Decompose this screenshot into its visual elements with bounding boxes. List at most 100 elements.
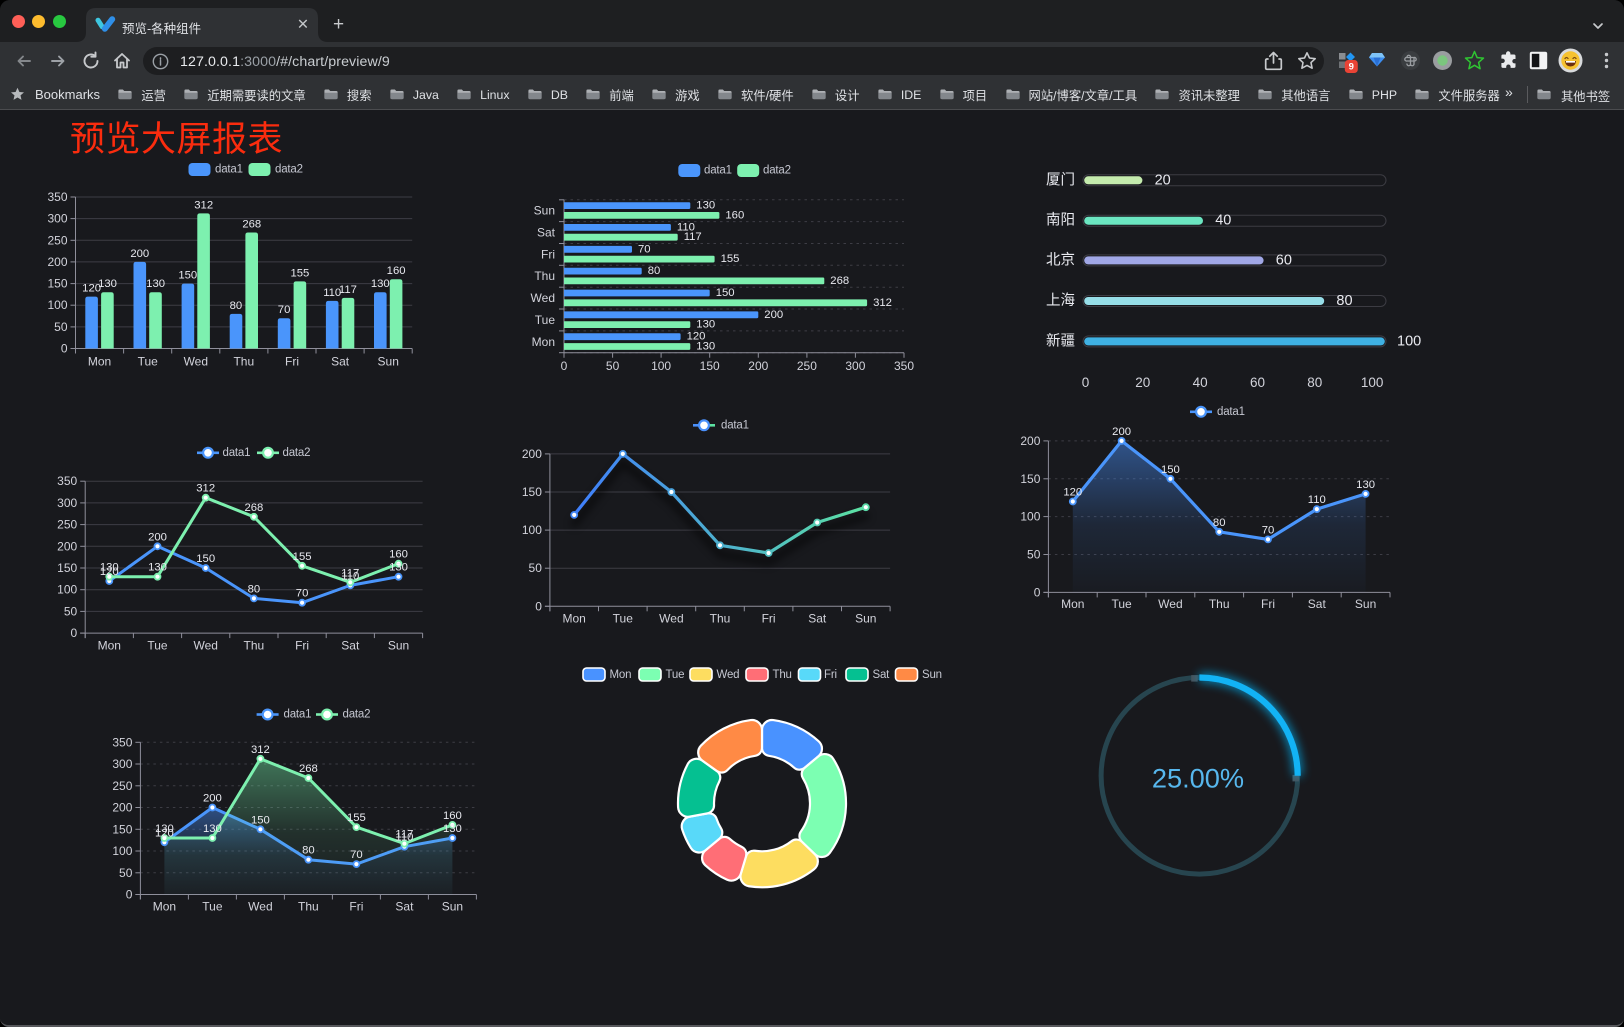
svg-text:250: 250 xyxy=(797,359,817,373)
svg-text:Sat: Sat xyxy=(537,226,556,240)
svg-text:50: 50 xyxy=(64,604,78,618)
svg-text:data2: data2 xyxy=(275,164,303,176)
svg-text:130: 130 xyxy=(696,319,715,331)
svg-text:Wed: Wed xyxy=(659,611,683,625)
svg-text:Thu: Thu xyxy=(773,669,792,681)
svg-text:60: 60 xyxy=(1250,375,1265,390)
svg-text:200: 200 xyxy=(764,309,783,321)
svg-text:data1: data1 xyxy=(223,447,251,459)
svg-text:80: 80 xyxy=(1213,517,1226,529)
svg-text:312: 312 xyxy=(196,483,215,495)
svg-text:北京: 北京 xyxy=(1046,251,1075,268)
svg-text:0: 0 xyxy=(535,599,542,613)
svg-text:200: 200 xyxy=(47,255,67,269)
svg-text:Tue: Tue xyxy=(535,313,556,327)
svg-text:Mon: Mon xyxy=(88,355,111,369)
svg-text:Thu: Thu xyxy=(233,355,254,369)
svg-text:40: 40 xyxy=(1193,375,1208,390)
svg-text:300: 300 xyxy=(57,496,77,510)
svg-text:130: 130 xyxy=(1356,479,1375,491)
svg-text:130: 130 xyxy=(371,278,390,290)
svg-text:70: 70 xyxy=(296,588,309,600)
svg-text:50: 50 xyxy=(1027,548,1041,562)
svg-text:150: 150 xyxy=(1161,464,1180,476)
svg-text:120: 120 xyxy=(100,566,119,578)
svg-text:Wed: Wed xyxy=(717,669,740,681)
svg-text:Fri: Fri xyxy=(295,639,309,653)
svg-text:Sat: Sat xyxy=(395,900,414,914)
svg-text:150: 150 xyxy=(1020,472,1040,486)
svg-text:Wed: Wed xyxy=(531,291,555,305)
svg-text:50: 50 xyxy=(606,359,620,373)
svg-text:200: 200 xyxy=(748,359,768,373)
svg-text:Sun: Sun xyxy=(534,204,555,218)
svg-text:Sun: Sun xyxy=(442,900,463,914)
svg-text:Fri: Fri xyxy=(349,900,363,914)
svg-text:上海: 上海 xyxy=(1046,292,1075,309)
svg-text:Tue: Tue xyxy=(1111,597,1132,611)
svg-text:0: 0 xyxy=(1082,375,1090,390)
svg-text:data1: data1 xyxy=(704,165,732,177)
svg-text:200: 200 xyxy=(1020,434,1040,448)
svg-text:150: 150 xyxy=(112,822,132,836)
svg-text:Tue: Tue xyxy=(138,355,159,369)
svg-text:Tue: Tue xyxy=(202,900,223,914)
svg-text:Sat: Sat xyxy=(873,669,891,681)
svg-text:Fri: Fri xyxy=(285,355,299,369)
svg-text:data1: data1 xyxy=(215,164,243,176)
svg-text:268: 268 xyxy=(242,219,261,231)
svg-text:70: 70 xyxy=(278,304,291,316)
svg-text:160: 160 xyxy=(443,810,462,822)
svg-text:130: 130 xyxy=(155,823,174,835)
svg-text:150: 150 xyxy=(251,814,270,826)
svg-text:150: 150 xyxy=(178,270,197,282)
svg-text:120: 120 xyxy=(687,331,706,343)
svg-text:Sun: Sun xyxy=(388,639,409,653)
svg-text:Fri: Fri xyxy=(762,611,776,625)
svg-text:data1: data1 xyxy=(284,709,312,721)
svg-text:Sun: Sun xyxy=(855,611,876,625)
svg-text:80: 80 xyxy=(648,265,661,277)
svg-text:Thu: Thu xyxy=(1209,597,1230,611)
svg-text:南阳: 南阳 xyxy=(1046,212,1075,229)
svg-text:Mon: Mon xyxy=(98,639,121,653)
svg-text:130: 130 xyxy=(443,823,462,835)
svg-text:Sat: Sat xyxy=(1308,597,1327,611)
svg-text:160: 160 xyxy=(387,265,406,277)
svg-text:160: 160 xyxy=(725,209,744,221)
svg-text:Fri: Fri xyxy=(824,669,837,681)
svg-text:70: 70 xyxy=(1262,524,1275,536)
svg-text:130: 130 xyxy=(696,200,715,212)
svg-text:150: 150 xyxy=(47,277,67,291)
svg-text:110: 110 xyxy=(341,570,359,582)
svg-text:0: 0 xyxy=(71,626,78,640)
svg-text:80: 80 xyxy=(302,845,315,857)
svg-text:50: 50 xyxy=(54,320,68,334)
svg-text:Tue: Tue xyxy=(613,611,634,625)
svg-text:Thu: Thu xyxy=(244,639,265,653)
svg-text:150: 150 xyxy=(700,359,720,373)
svg-text:110: 110 xyxy=(677,221,695,233)
svg-text:200: 200 xyxy=(57,539,77,553)
svg-text:Wed: Wed xyxy=(184,355,208,369)
svg-text:80: 80 xyxy=(230,300,243,312)
svg-text:117: 117 xyxy=(395,829,413,841)
svg-text:70: 70 xyxy=(350,849,363,861)
svg-text:160: 160 xyxy=(389,549,408,561)
svg-text:Mon: Mon xyxy=(1061,597,1084,611)
svg-text:200: 200 xyxy=(148,531,167,543)
svg-text:70: 70 xyxy=(638,243,651,255)
svg-text:Sun: Sun xyxy=(922,669,942,681)
svg-text:40: 40 xyxy=(1215,213,1231,229)
svg-text:100: 100 xyxy=(1020,510,1040,524)
svg-text:80: 80 xyxy=(248,583,261,595)
svg-text:50: 50 xyxy=(119,866,133,880)
svg-text:Fri: Fri xyxy=(541,247,555,261)
svg-text:Sun: Sun xyxy=(1355,597,1376,611)
svg-text:117: 117 xyxy=(684,231,702,243)
svg-text:新疆: 新疆 xyxy=(1046,332,1075,349)
svg-text:350: 350 xyxy=(112,735,132,749)
svg-text:100: 100 xyxy=(47,298,67,312)
svg-text:130: 130 xyxy=(148,562,167,574)
svg-text:130: 130 xyxy=(203,823,222,835)
